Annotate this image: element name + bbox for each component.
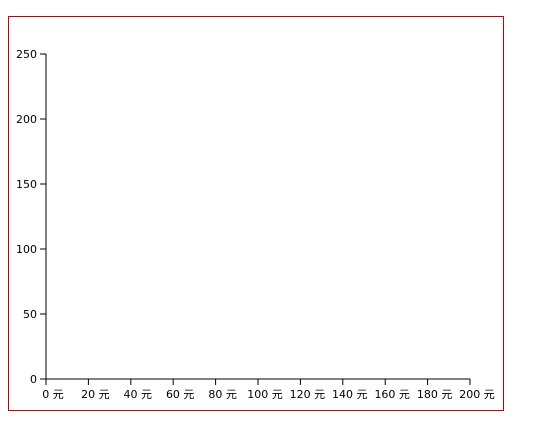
x-tick-label: 40 元 [124,388,153,401]
chart-frame [8,16,504,411]
y-tick-label: 0 [30,373,37,386]
x-tick-label: 20 元 [81,388,110,401]
y-axis: 0 50 100 150 200 250 [16,48,47,386]
x-tick-label: 200 元 [459,388,495,401]
x-tick-label: 140 元 [332,388,368,401]
y-tick-label: 200 [16,113,37,126]
x-tick-label: 180 元 [417,388,453,401]
y-tick-label: 150 [16,178,37,191]
x-tick-label: 60 元 [166,388,195,401]
y-tick-label: 50 [23,308,37,321]
x-tick-label: 160 元 [374,388,410,401]
x-tick-label: 100 元 [247,388,283,401]
x-axis: 0 元 20 元 40 元 60 元 80 元 100 元 120 元 140 元 160 元 1… [42,378,495,401]
x-tick-label: 0 元 [42,388,64,401]
x-tick-label: 80 元 [208,388,237,401]
x-tick-label: 120 元 [290,388,326,401]
y-tick-label: 100 [16,243,37,256]
y-tick-label: 250 [16,48,37,61]
